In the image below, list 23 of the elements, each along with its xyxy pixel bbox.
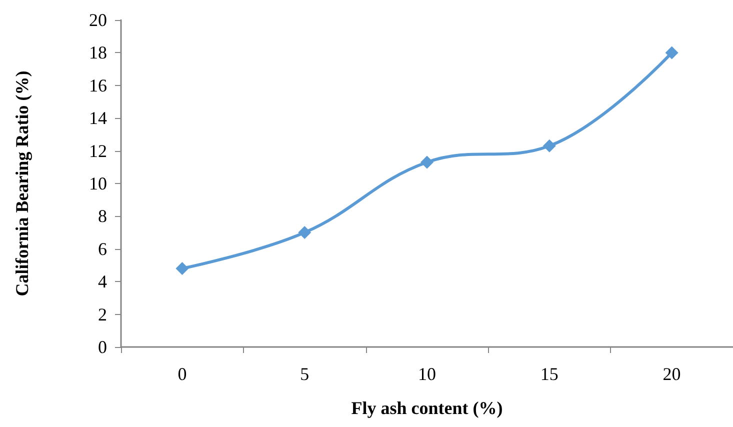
point <box>420 156 434 169</box>
y-tick-label: 16 <box>89 75 107 96</box>
y-tick-label: 0 <box>98 337 107 357</box>
y-tick-label: 18 <box>89 42 107 63</box>
y-tick-label: 6 <box>98 238 107 259</box>
y-axis-title: California Bearing Ratio (%) <box>12 70 32 296</box>
x-tick-label: 20 <box>662 364 681 384</box>
y-tick-label: 4 <box>98 272 107 292</box>
x-tick-label: 5 <box>300 364 310 384</box>
y-tick-label: 8 <box>98 206 107 226</box>
point <box>665 46 678 60</box>
x-tick-label: 0 <box>178 364 187 384</box>
point <box>176 262 189 276</box>
y-tick-label: 12 <box>89 140 107 161</box>
x-axis-title: Fly ash content (%) <box>351 398 503 418</box>
y-tick-label: 14 <box>89 108 107 128</box>
y-tick-label: 10 <box>89 174 107 194</box>
x-tick-label: 10 <box>418 364 436 384</box>
y-tick-label: 2 <box>98 304 107 324</box>
y-tick-label: 20 <box>89 10 107 30</box>
point <box>298 226 312 240</box>
point <box>542 139 556 152</box>
x-tick-label: 15 <box>540 364 558 384</box>
